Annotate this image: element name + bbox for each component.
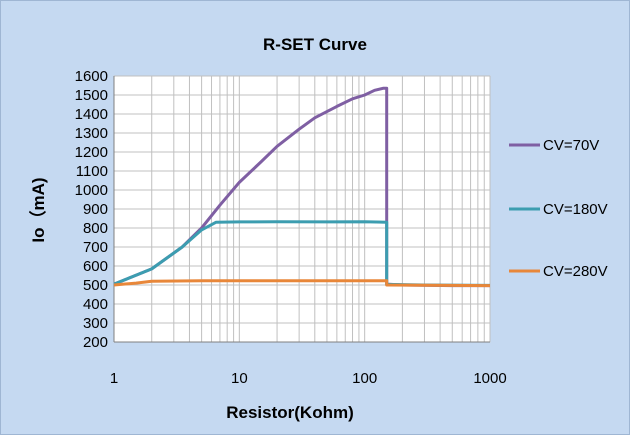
y-tick-label: 900 <box>83 201 108 218</box>
y-tick-label: 1200 <box>75 144 108 161</box>
y-tick-label: 1600 <box>75 68 108 85</box>
y-tick-label: 200 <box>83 334 108 351</box>
x-axis-label: Resistor(Kohm) <box>226 403 354 422</box>
series-line-cv-280v <box>113 279 491 288</box>
y-tick-label: 1100 <box>76 163 108 180</box>
y-tick-label: 600 <box>83 258 108 275</box>
grid <box>113 75 491 343</box>
y-tick-label: 500 <box>83 277 108 294</box>
x-tick-label: 1 <box>110 370 118 387</box>
legend-label: CV=280V <box>543 263 608 280</box>
x-tick-label: 10 <box>231 370 248 387</box>
legend-label: CV=180V <box>543 201 608 218</box>
x-axis-ticks: 1 10 100 1000 <box>110 370 507 387</box>
chart-title: R-SET Curve <box>263 35 367 54</box>
y-tick-label: 1300 <box>75 125 108 142</box>
y-tick-label: 800 <box>83 220 108 237</box>
y-axis-ticks: 200 300 400 500 600 700 800 900 1000 1100 1200 1300… <box>75 68 108 351</box>
series-group <box>113 86 491 288</box>
y-tick-label: 1500 <box>75 87 108 104</box>
legend: CV=70V CV=180V CV=280V <box>509 137 608 280</box>
y-tick-label: 700 <box>83 239 108 256</box>
x-tick-label: 1000 <box>473 370 506 387</box>
y-tick-label: 1000 <box>75 182 108 199</box>
y-axis-label: Io（mA) <box>28 177 48 242</box>
legend-label: CV=70V <box>543 137 599 154</box>
y-tick-label: 1400 <box>75 106 108 123</box>
y-tick-label: 400 <box>83 296 108 313</box>
y-tick-label: 300 <box>83 315 108 332</box>
x-tick-label: 100 <box>352 370 377 387</box>
